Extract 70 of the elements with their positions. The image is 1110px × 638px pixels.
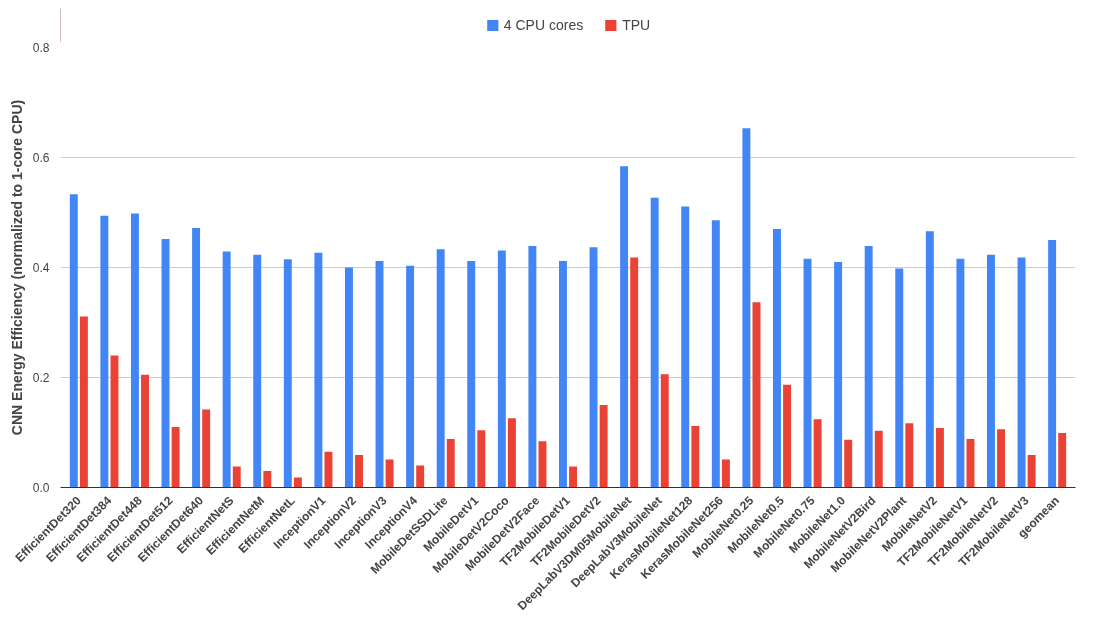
bar — [100, 215, 109, 488]
bar — [232, 466, 241, 488]
bar — [925, 231, 934, 488]
bar — [721, 459, 730, 488]
bar — [416, 465, 425, 488]
bar — [69, 194, 78, 488]
bar — [558, 260, 567, 488]
bar — [253, 254, 262, 488]
legend-label: 4 CPU cores — [503, 17, 584, 33]
bar — [834, 262, 843, 488]
y-tick-label: 0.8 — [32, 41, 50, 55]
y-tick-label: 0.4 — [32, 261, 50, 275]
bar — [905, 423, 914, 488]
bar — [436, 249, 445, 488]
bar — [171, 427, 180, 488]
bar — [986, 254, 995, 488]
bar — [1058, 433, 1067, 488]
bar — [507, 418, 516, 488]
bar — [385, 459, 394, 488]
bar — [660, 374, 669, 488]
bar — [650, 197, 659, 488]
bar — [314, 252, 323, 488]
bar — [477, 430, 486, 488]
bar — [446, 439, 455, 488]
bar — [895, 268, 904, 488]
bar — [589, 247, 598, 488]
bar — [620, 166, 629, 488]
bar — [222, 251, 231, 488]
bar — [141, 374, 150, 488]
bar — [324, 451, 333, 488]
legend-label: TPU — [622, 17, 651, 33]
bar — [803, 258, 812, 488]
bar — [874, 430, 883, 488]
bar — [956, 258, 965, 488]
bar — [630, 257, 639, 488]
bar — [864, 246, 873, 488]
bar — [79, 316, 88, 488]
bar — [263, 471, 272, 488]
bar — [110, 355, 119, 488]
bar — [997, 429, 1006, 488]
bar — [467, 260, 476, 488]
y-tick-label: 0.6 — [32, 151, 50, 165]
bar — [772, 229, 781, 488]
bar — [344, 267, 353, 488]
bar — [681, 206, 690, 488]
bar — [813, 419, 822, 488]
bar — [599, 405, 608, 488]
bar — [283, 259, 292, 488]
bar — [1048, 240, 1057, 488]
bar — [742, 128, 751, 488]
bar — [783, 384, 792, 488]
bar — [528, 246, 537, 488]
bar — [202, 409, 211, 488]
bar — [406, 265, 415, 488]
bar — [538, 441, 547, 488]
y-tick-label: 0.2 — [32, 371, 50, 385]
y-axis-title: CNN Energy Efficiency (normalized to 1-core CPU) — [8, 99, 25, 436]
bar — [355, 455, 364, 488]
bar — [569, 466, 578, 488]
bar — [1027, 455, 1036, 488]
bar — [130, 213, 139, 488]
bar — [293, 477, 302, 488]
bar — [844, 439, 853, 488]
bar — [192, 227, 201, 488]
bar — [691, 425, 700, 488]
bar — [497, 250, 506, 488]
bar — [935, 428, 944, 488]
bar — [1017, 257, 1026, 488]
bar — [711, 220, 720, 488]
y-tick-label: 0.0 — [32, 481, 50, 495]
